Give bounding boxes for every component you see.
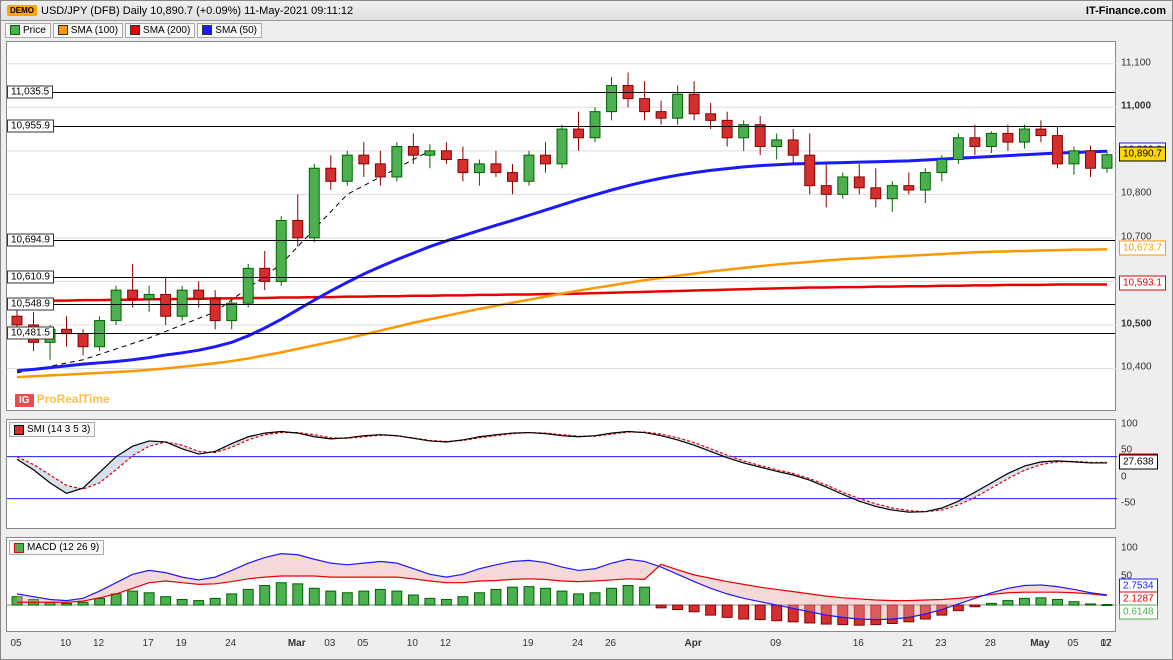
smi-panel[interactable]: SMI (14 3 5 3) <box>6 419 1116 529</box>
macd-swatch <box>14 543 24 553</box>
x-tick: 24 <box>572 638 583 649</box>
chart-header: DEMO USD/JPY (DFB) Daily 10,890.7 (+0.09… <box>1 1 1172 21</box>
x-tick: May <box>1030 638 1049 649</box>
y-tick: 10,800 <box>1121 188 1152 199</box>
watermark: IGProRealTime <box>15 392 110 406</box>
hline-label: 10,610.9 <box>7 270 54 283</box>
x-tick: 26 <box>605 638 616 649</box>
hline-label: 10,548.9 <box>7 297 54 310</box>
hline-label: 10,955.9 <box>7 120 54 133</box>
hline-label: 10,481.5 <box>7 326 54 339</box>
indicator-value: 27.638 <box>1119 455 1158 470</box>
x-tick: 19 <box>522 638 533 649</box>
smi-swatch <box>14 425 24 435</box>
x-tick: 10 <box>60 638 71 649</box>
x-tick: 28 <box>985 638 996 649</box>
x-tick: 05 <box>10 638 21 649</box>
ig-badge: IG <box>15 394 34 407</box>
legend-sma50[interactable]: SMA (50) <box>197 23 262 38</box>
legend-sma100[interactable]: SMA (100) <box>53 23 123 38</box>
x-tick: Apr <box>684 638 701 649</box>
x-tick: 05 <box>1067 638 1078 649</box>
legend-macd[interactable]: MACD (12 26 9) <box>9 540 104 555</box>
y-tick: 11,000 <box>1121 101 1151 112</box>
y-tick: 10,400 <box>1121 362 1152 373</box>
x-tick: 09 <box>770 638 781 649</box>
x-tick: 24 <box>225 638 236 649</box>
x-tick: 12 <box>1100 638 1111 649</box>
x-tick: 12 <box>440 638 451 649</box>
x-tick: 17 <box>143 638 154 649</box>
x-axis: 05 10 12 17 19 24 Mar 03 05 10 12 19 24 26 Apr 09 16 21 23… <box>6 635 1116 657</box>
x-tick: 21 <box>902 638 913 649</box>
x-tick: Mar <box>288 638 306 649</box>
legend-bar: Price SMA (100) SMA (200) SMA (50) <box>1 21 1172 39</box>
legend-sma200[interactable]: SMA (200) <box>125 23 195 38</box>
y-tick: 0 <box>1121 471 1127 482</box>
demo-badge: DEMO <box>7 5 37 16</box>
smi-y-axis: 100500-5029.36027.638 <box>1119 419 1169 529</box>
sma50-swatch <box>202 25 212 35</box>
price-label: 10,593.1 <box>1119 276 1166 291</box>
hline-label: 11,035.5 <box>7 85 53 98</box>
chart-container: DEMO USD/JPY (DFB) Daily 10,890.7 (+0.09… <box>0 0 1173 660</box>
sma100-swatch <box>58 25 68 35</box>
x-tick: 03 <box>324 638 335 649</box>
main-chart-svg <box>7 42 1117 412</box>
macd-svg <box>7 538 1117 633</box>
y-tick: 10,500 <box>1121 318 1152 329</box>
macd-panel[interactable]: MACD (12 26 9) <box>6 537 1116 632</box>
smi-svg <box>7 420 1117 530</box>
legend-smi[interactable]: SMI (14 3 5 3) <box>9 422 95 437</box>
y-tick: -50 <box>1121 497 1135 508</box>
main-y-axis: 11,10011,00010,90010,80010,70010,60010,5… <box>1119 41 1169 411</box>
macd-y-axis: 1005002.75342.12870.6148 <box>1119 537 1169 632</box>
price-label: 10,673.7 <box>1119 241 1166 256</box>
price-swatch <box>10 25 20 35</box>
x-tick: 19 <box>176 638 187 649</box>
chart-title: USD/JPY (DFB) Daily 10,890.7 (+0.09%) 11… <box>41 5 353 17</box>
price-label: 10,890.7 <box>1119 146 1166 161</box>
legend-price[interactable]: Price <box>5 23 51 38</box>
x-tick: 10 <box>407 638 418 649</box>
indicator-value: 0.6148 <box>1119 605 1158 620</box>
y-tick: 100 <box>1121 543 1138 554</box>
provider-label: IT-Finance.com <box>1086 5 1166 17</box>
x-tick: 23 <box>935 638 946 649</box>
x-tick: 05 <box>357 638 368 649</box>
main-price-chart[interactable]: 11,035.5 10,955.9 10,694.9 10,610.9 10,548.9… <box>6 41 1116 411</box>
y-tick: 100 <box>1121 419 1138 430</box>
sma200-swatch <box>130 25 140 35</box>
x-tick: 16 <box>853 638 864 649</box>
x-tick: 12 <box>93 638 104 649</box>
y-tick: 11,100 <box>1121 57 1151 68</box>
hline-label: 10,694.9 <box>7 234 54 247</box>
